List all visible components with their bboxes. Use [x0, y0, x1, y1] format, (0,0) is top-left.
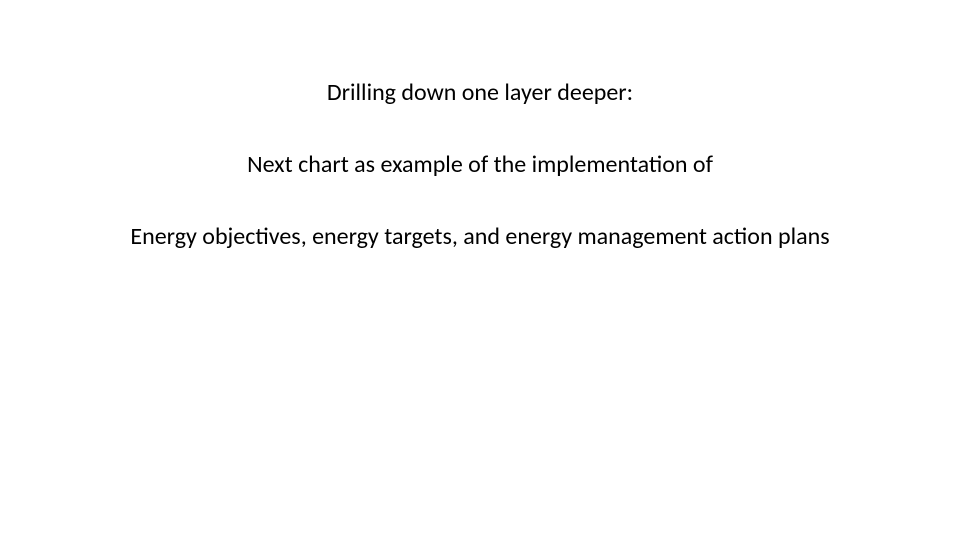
slide-text-line-2: Next chart as example of the implementat…	[0, 150, 960, 179]
slide-text-line-1: Drilling down one layer deeper:	[0, 78, 960, 107]
slide-container: Drilling down one layer deeper: Next cha…	[0, 0, 960, 540]
slide-text-line-3: Energy objectives, energy targets, and e…	[0, 222, 960, 252]
